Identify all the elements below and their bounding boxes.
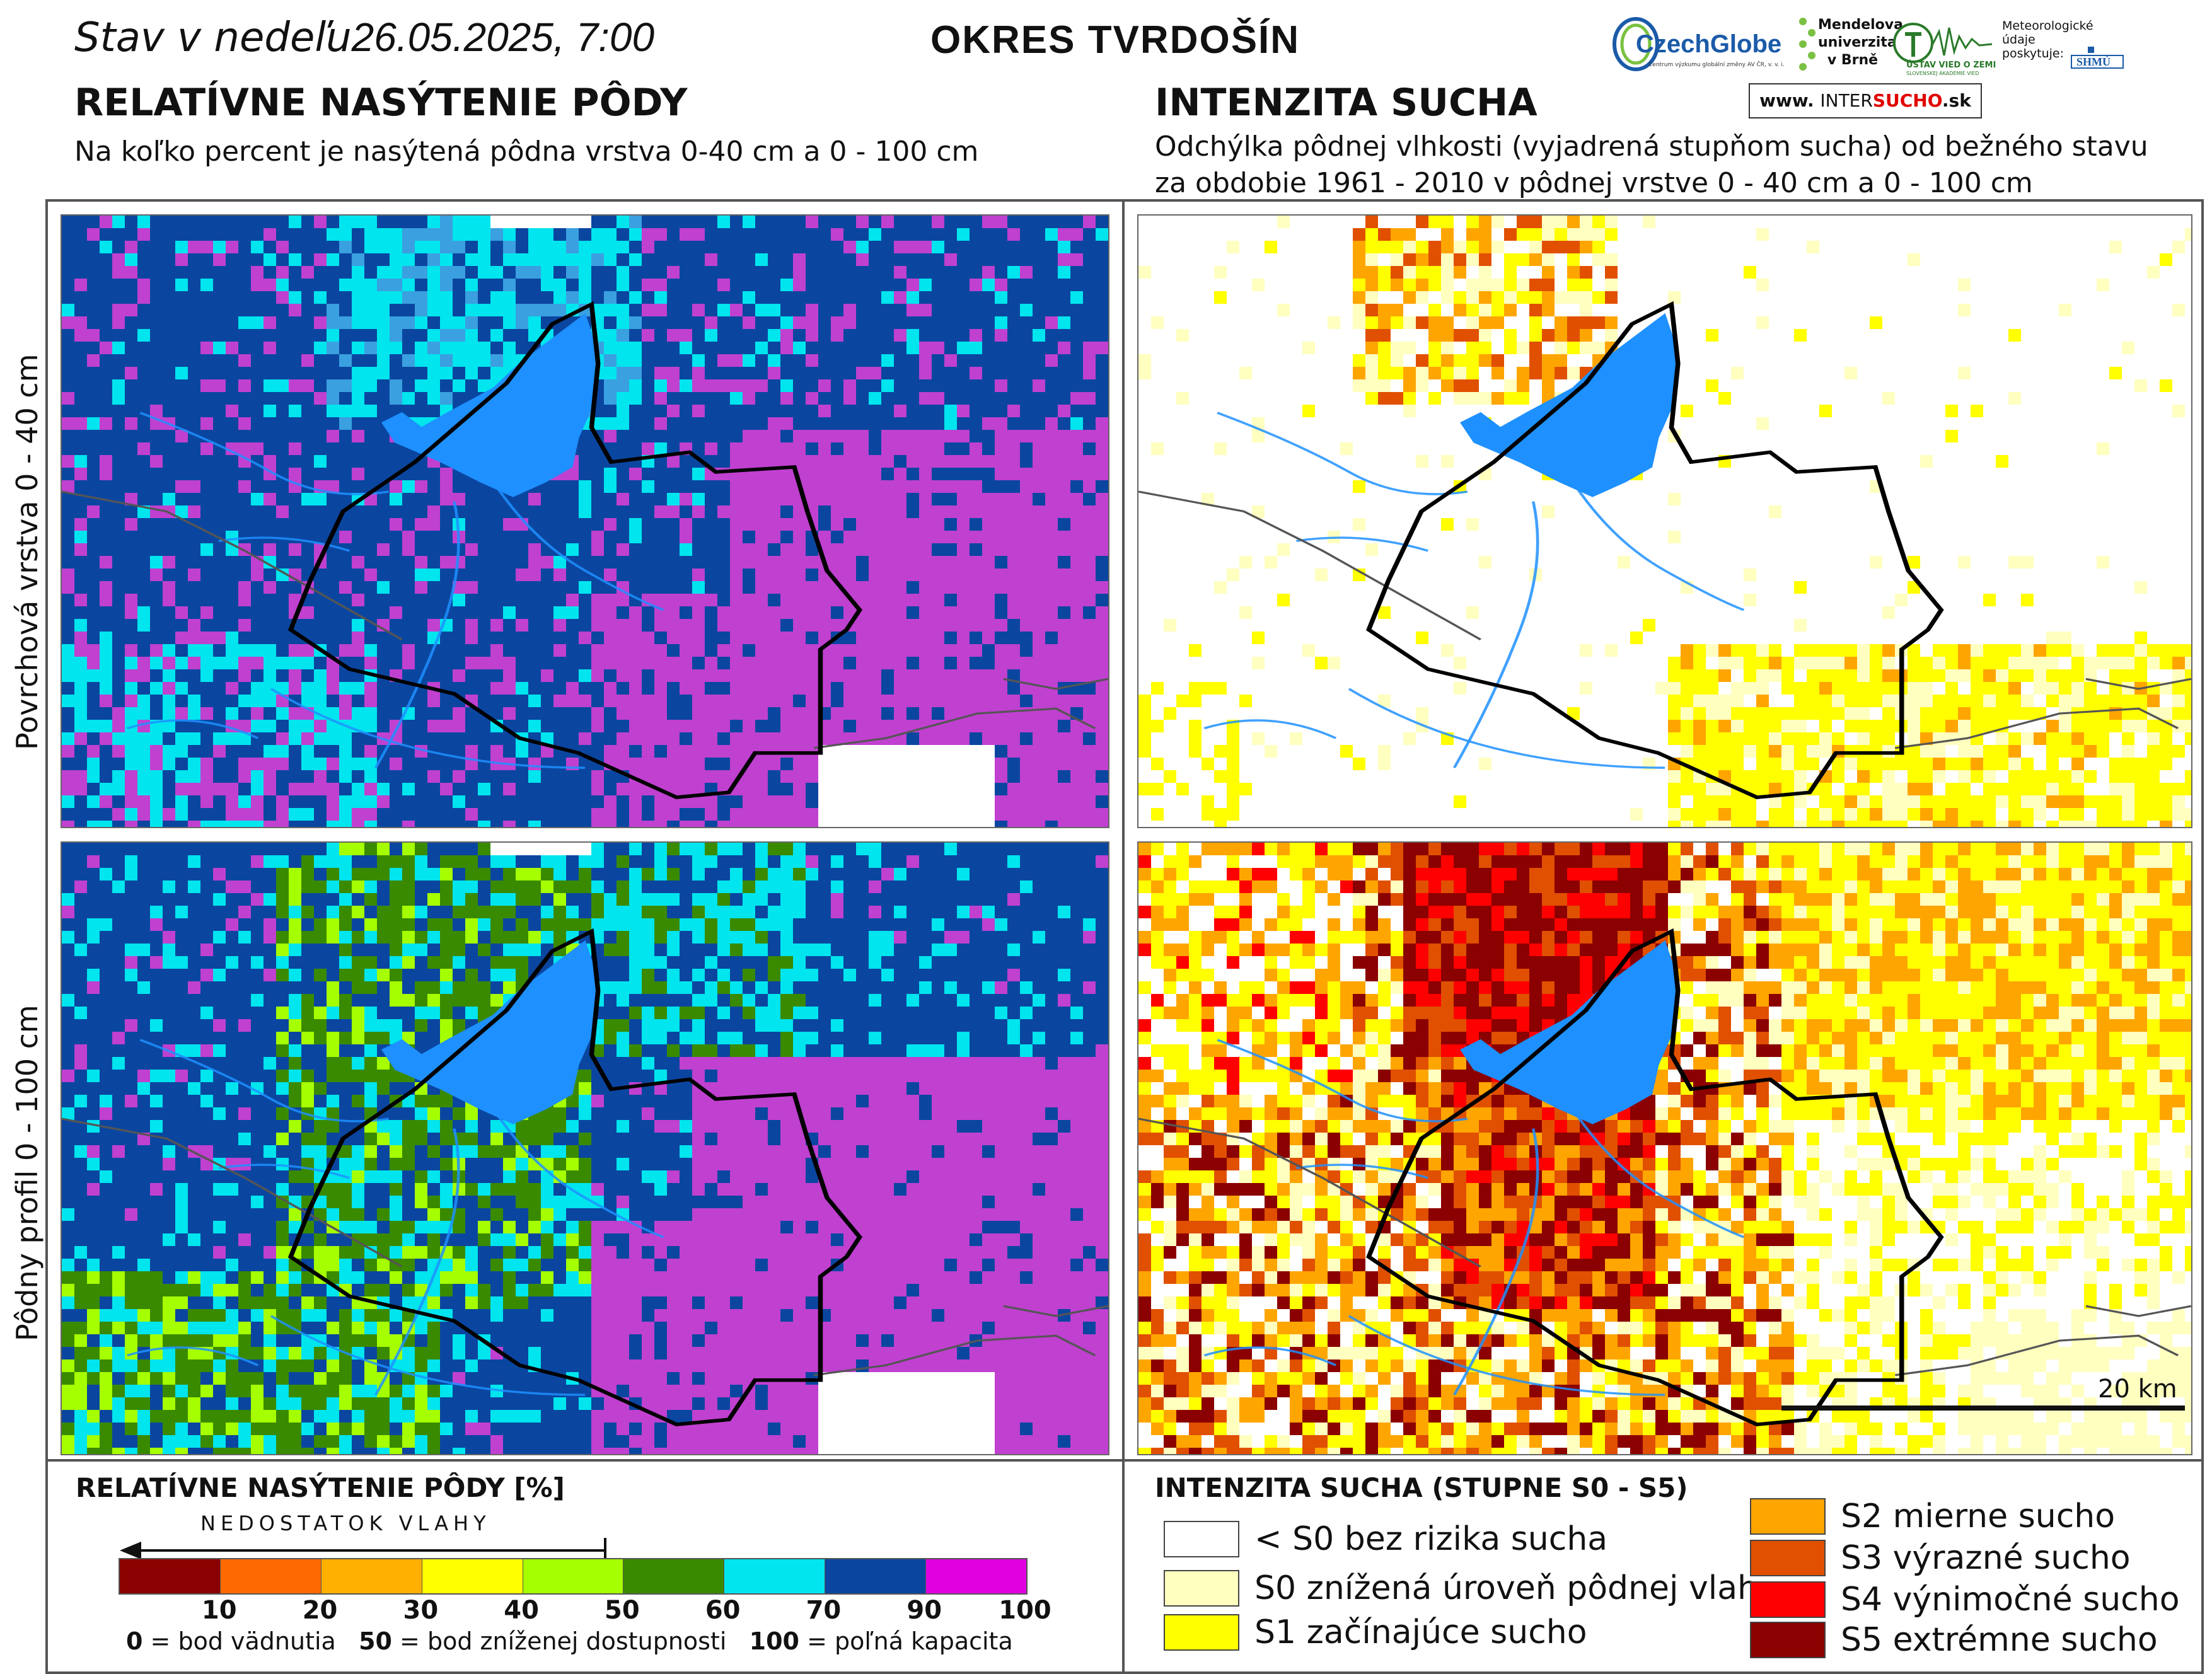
saturation-footnote: 0 = bod vädnutia 50 = bod zníženej dostu… <box>126 1627 1013 1655</box>
saturation-tick-label: 10 <box>201 1596 237 1625</box>
saturation-legend-title: RELATÍVNE NASÝTENIE PÔDY [%] <box>76 1472 565 1503</box>
legend-divider <box>45 1459 2204 1462</box>
saturation-tick-label: 30 <box>403 1596 439 1625</box>
uvz-name: ÚSTAV VIED O ZEMI <box>1906 61 1996 70</box>
drought-category: S5 extrémne sucho <box>1750 1621 2158 1659</box>
map-saturation-profile <box>61 841 1109 1455</box>
drought-category: S1 začínajúce sucho <box>1164 1613 1587 1651</box>
shmu-name: SHMÚ <box>2076 55 2111 68</box>
drought-swatch <box>1750 1622 1826 1658</box>
saturation-tick-label: 60 <box>705 1596 741 1625</box>
raster-layer <box>62 216 1108 827</box>
scale-bar-label: 20 km <box>2098 1375 2177 1404</box>
intersucho-prefix: www. <box>1759 90 1814 111</box>
drought-swatch <box>1164 1570 1239 1607</box>
date-heading: Stav v nedeľu26.05.2025, 7:00 <box>74 14 654 61</box>
map-saturation-topsoil <box>61 214 1109 828</box>
main-frame <box>45 199 2204 1674</box>
drought-category-label: < S0 bez rizika sucha <box>1254 1520 1608 1558</box>
row-label-top: Povrchová vrstva 0 - 40 cm <box>10 354 44 750</box>
raster-layer <box>1138 216 2191 827</box>
drought-category-label: S0 znížená úroveň pôdnej vlahy <box>1254 1569 1778 1607</box>
drought-category-label: S1 začínajúce sucho <box>1254 1613 1587 1651</box>
shmu-logo: SHMÚ <box>2069 44 2126 71</box>
vector-overlay <box>1138 928 2191 1426</box>
vector-overlay <box>62 301 1108 799</box>
saturation-color-bar <box>119 1558 1028 1595</box>
drought-category: < S0 bez rizika sucha <box>1164 1520 1607 1558</box>
drought-category-label: S2 mierne sucho <box>1841 1498 2116 1535</box>
saturation-swatch-4 <box>523 1559 624 1593</box>
saturation-swatch-2 <box>321 1559 422 1593</box>
district-title: OKRES TVRDOŠÍN <box>930 18 1300 62</box>
drought-category-label: S5 extrémne sucho <box>1841 1621 2158 1659</box>
drought-category: S3 výrazné sucho <box>1750 1539 2131 1577</box>
date-value: 26.05.2025, 7:00 <box>351 14 655 60</box>
map-drought-profile: 20 km <box>1137 841 2192 1455</box>
saturation-ticks: 10 20 30 40 50 60 70 90 100 <box>119 1596 1051 1627</box>
mendel-dots-icon <box>1799 18 1815 71</box>
saturation-tick-label: 40 <box>504 1596 539 1625</box>
drought-swatch <box>1164 1614 1239 1651</box>
drought-category-label: S4 výnimočné sucho <box>1841 1581 2180 1619</box>
deficit-arrow-label: NEDOSTATOK VLAHY <box>200 1511 491 1535</box>
saturation-swatch-5 <box>623 1559 725 1593</box>
drought-swatch <box>1750 1540 1826 1576</box>
saturation-swatch-0 <box>120 1559 221 1593</box>
saturation-tick-label: 100 <box>999 1596 1051 1625</box>
saturation-swatch-1 <box>220 1559 321 1593</box>
column-divider <box>1122 199 1125 1674</box>
uvz-seismograph-icon <box>1893 23 1993 63</box>
vector-overlay <box>1138 301 2191 799</box>
drought-category: S2 mierne sucho <box>1750 1498 2115 1535</box>
shmu-emblem-icon <box>2071 47 2124 69</box>
drought-category: S0 znížená úroveň pôdnej vlahy <box>1164 1569 1778 1607</box>
drought-title: INTENZITA SUCHA <box>1155 81 1537 125</box>
intersucho-inter: INTER <box>1820 90 1873 111</box>
intersucho-domain: .sk <box>1942 90 1971 111</box>
saturation-tick-label: 70 <box>806 1596 842 1625</box>
uvz-logo: ÚSTAV VIED O ZEMI SLOVENSKEJ AKADÉMIE VI… <box>1891 19 1998 82</box>
saturation-tick-label: 20 <box>302 1596 338 1625</box>
drought-subtitle-line2: za obdobie 1961 - 2010 v pôdnej vrstve 0… <box>1155 167 2033 199</box>
date-prefix: Stav v nedeľu <box>74 14 352 61</box>
saturation-title: RELATÍVNE NASÝTENIE PÔDY <box>74 81 688 125</box>
drought-category-label: S3 výrazné sucho <box>1841 1539 2131 1577</box>
czechglobe-name: CzechGlobe <box>1636 30 1782 58</box>
drought-swatch <box>1750 1581 1826 1618</box>
uvz-subtitle: SLOVENSKEJ AKADÉMIE VIED <box>1906 71 1979 76</box>
raster-layer <box>62 843 1108 1454</box>
czechglobe-emblem-icon <box>1613 17 1659 71</box>
saturation-swatch-7 <box>825 1559 927 1593</box>
saturation-swatch-6 <box>724 1559 826 1593</box>
map-drought-topsoil <box>1137 214 2192 828</box>
czechglobe-subtitle: Centrum výzkumu globální změny AV ČR, v.… <box>1648 62 1785 68</box>
czechglobe-logo: CzechGlobe Centrum výzkumu globální změn… <box>1611 13 1793 76</box>
saturation-tick-label: 90 <box>906 1596 942 1625</box>
saturation-swatch-3 <box>422 1559 523 1593</box>
drought-category: S4 výnimočné sucho <box>1750 1581 2180 1619</box>
drought-swatch <box>1164 1521 1239 1557</box>
drought-swatch <box>1750 1498 1826 1535</box>
shmu-caption: Meteorologické údaje poskytuje: <box>2002 19 2093 61</box>
scale-bar <box>1781 1406 2185 1411</box>
saturation-swatch-8 <box>926 1559 1027 1593</box>
saturation-tick-label: 50 <box>605 1596 640 1625</box>
vector-overlay <box>62 928 1108 1426</box>
mendel-logo: Mendelova univerzita v Brně <box>1797 14 1903 89</box>
mendel-name: Mendelova univerzita v Brně <box>1818 17 1903 68</box>
saturation-subtitle: Na koľko percent je nasýtená pôdna vrstv… <box>74 136 979 168</box>
intersucho-logo: www. INTERSUCHO.sk <box>1749 83 1982 118</box>
row-label-bottom: Pôdny profil 0 - 100 cm <box>10 1005 44 1341</box>
drought-legend-title: INTENZITA SUCHA (STUPNE S0 - S5) <box>1155 1472 1688 1503</box>
intersucho-sucho: SUCHO <box>1872 90 1942 111</box>
drought-subtitle-line1: Odchýlka pôdnej vlhkosti (vyjadrená stup… <box>1155 130 2148 163</box>
